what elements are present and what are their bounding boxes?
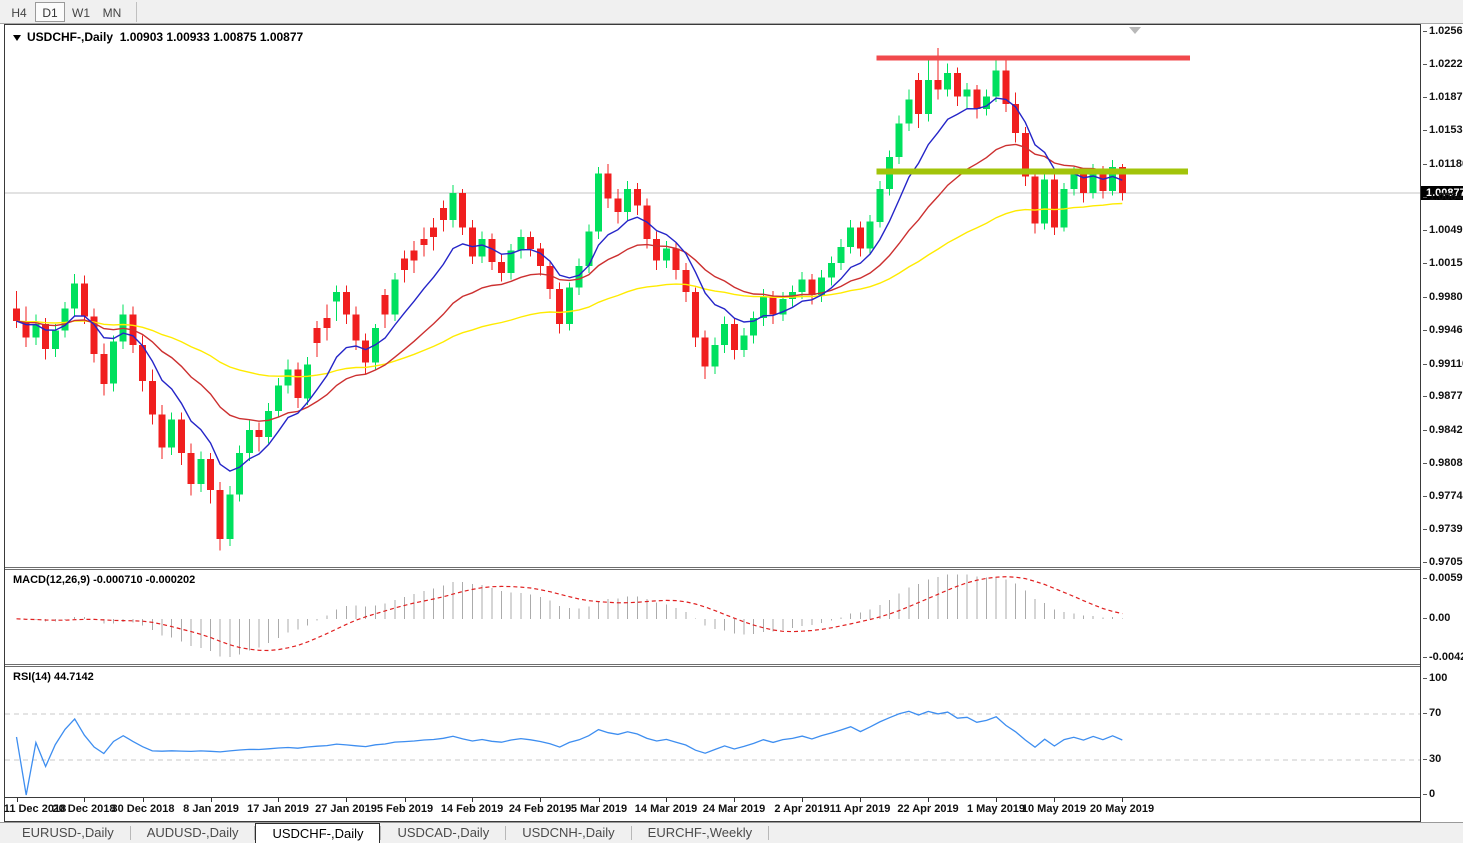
- chart-tab-usdcnh[interactable]: USDCNH-,Daily: [522, 825, 615, 840]
- time-axis-label: 17 Jan 2019: [247, 803, 309, 815]
- time-axis-tick: [17, 798, 18, 802]
- macd-pane[interactable]: MACD(12,26,9) -0.000710 -0.000202: [5, 570, 1420, 664]
- timeframe-button-mn[interactable]: MN: [102, 5, 122, 20]
- symbol-dropdown-icon[interactable]: [13, 35, 21, 41]
- rsi-axis-tick: 30: [1423, 753, 1441, 765]
- chart-window: USDCHF-,Daily 1.00903 1.00933 1.00875 1.…: [4, 24, 1463, 822]
- chart-tab-eurusd[interactable]: EURUSD-,Daily: [22, 825, 114, 840]
- time-axis-label: 5 Feb 2019: [376, 803, 434, 815]
- time-axis-tick: [346, 798, 347, 802]
- time-axis-label: 30 Dec 2018: [111, 803, 175, 815]
- macd-label: MACD(12,26,9) -0.000710 -0.000202: [13, 574, 196, 586]
- time-axis-label: 10 May 2019: [1021, 803, 1087, 815]
- price-axis-tick: 1.00490: [1423, 224, 1463, 236]
- time-axis-label: 2 Apr 2019: [774, 803, 830, 815]
- time-axis-label: 20 May 2019: [1089, 803, 1155, 815]
- rsi-pane[interactable]: RSI(14) 44.7142: [5, 667, 1420, 797]
- chart-tab-eurchf[interactable]: EURCHF-,Weekly: [647, 825, 753, 840]
- rsi-label: RSI(14) 44.7142: [13, 671, 94, 683]
- chart-header: USDCHF-,Daily 1.00903 1.00933 1.00875 1.…: [13, 30, 303, 44]
- chart-ohlc-values: 1.00903 1.00933 1.00875 1.00877: [119, 30, 304, 44]
- tab-separator: [254, 826, 256, 840]
- chart-shift-marker-icon: [1129, 27, 1141, 34]
- price-axis-tick: 1.01180: [1423, 158, 1463, 170]
- price-axis-tick: 1.02220: [1423, 58, 1463, 70]
- time-axis-label: 24 Feb 2019: [508, 803, 572, 815]
- chart-tab-usdchf[interactable]: USDCHF-,Daily: [255, 823, 381, 843]
- tab-separator: [505, 826, 507, 840]
- price-axis-tick: 1.00840: [1423, 191, 1463, 203]
- tab-separator: [768, 826, 770, 840]
- time-axis-label: 27 Jan 2019: [315, 803, 377, 815]
- pane-splitter[interactable]: [5, 664, 1420, 667]
- chart-tab-usdcad[interactable]: USDCAD-,Daily: [397, 825, 490, 840]
- time-axis-label: 1 May 2019: [966, 803, 1026, 815]
- macd-axis-tick: 0.00: [1423, 612, 1450, 624]
- chart-area: USDCHF-,Daily 1.00903 1.00933 1.00875 1.…: [4, 24, 1421, 822]
- time-axis-tick: [84, 798, 85, 802]
- timeframe-toolbar: H4 D1 W1 MN: [0, 0, 1463, 24]
- price-axis-tick: 1.01870: [1423, 91, 1463, 103]
- timeframe-button-h4[interactable]: H4: [11, 5, 27, 20]
- toolbar-separator: [136, 1, 137, 22]
- chart-symbol-label: USDCHF-,Daily: [27, 30, 114, 44]
- time-axis-tick: [734, 798, 735, 802]
- time-axis-tick: [1122, 798, 1123, 802]
- time-axis-label: 14 Mar 2019: [634, 803, 698, 815]
- macd-axis-tick: -0.004243: [1423, 651, 1463, 663]
- rsi-axis-tick: 100: [1423, 672, 1447, 684]
- price-axis[interactable]: 1.00877 1.02560 1.02220 1.01870 1.01530 1.01…: [1421, 24, 1463, 822]
- current-price-tag: 1.00877: [1421, 186, 1463, 200]
- time-axis-label: 8 Jan 2019: [183, 803, 239, 815]
- pane-splitter[interactable]: [5, 567, 1420, 570]
- time-axis-tick: [860, 798, 861, 802]
- time-axis-label: 11 Apr 2019: [829, 803, 891, 815]
- macd-axis-tick: 0.00597: [1423, 572, 1463, 584]
- time-axis-label: 24 Mar 2019: [702, 803, 766, 815]
- time-axis-tick: [540, 798, 541, 802]
- time-axis-tick: [666, 798, 667, 802]
- time-axis-tick: [1054, 798, 1055, 802]
- time-axis-label: 5 Mar 2019: [570, 803, 628, 815]
- tab-separator: [630, 826, 632, 840]
- tab-separator: [380, 826, 382, 840]
- time-axis-tick: [472, 798, 473, 802]
- timeframe-button-w1[interactable]: W1: [72, 5, 90, 20]
- rsi-axis-tick: 0: [1423, 788, 1435, 800]
- chart-tab-audusd[interactable]: AUDUSD-,Daily: [146, 825, 239, 840]
- tab-separator: [129, 826, 131, 840]
- time-axis-tick: [405, 798, 406, 802]
- price-axis-tick: 1.02560: [1423, 25, 1463, 37]
- time-axis-tick: [278, 798, 279, 802]
- timeframe-button-d1[interactable]: D1: [35, 1, 65, 22]
- price-axis-tick: 1.01530: [1423, 124, 1463, 136]
- time-axis-tick: [802, 798, 803, 802]
- time-axis-label: 22 Apr 2019: [897, 803, 959, 815]
- time-axis-label: 11 Dec 2018: [3, 803, 67, 815]
- time-axis-tick: [143, 798, 144, 802]
- time-axis-label: 14 Feb 2019: [440, 803, 504, 815]
- time-axis-tick: [211, 798, 212, 802]
- time-axis[interactable]: 11 Dec 2018 20 Dec 2018 30 Dec 2018 8 Jan 2…: [3, 797, 1420, 821]
- rsi-axis-tick: 70: [1423, 707, 1441, 719]
- price-pane[interactable]: USDCHF-,Daily 1.00903 1.00933 1.00875 1.…: [5, 25, 1420, 567]
- chart-tabs: EURUSD-,Daily AUDUSD-,Daily USDCHF-,Daily U…: [0, 822, 1463, 843]
- time-axis-tick: [599, 798, 600, 802]
- time-axis-tick: [996, 798, 997, 802]
- time-axis-label: 20 Dec 2018: [52, 803, 116, 815]
- time-axis-tick: [928, 798, 929, 802]
